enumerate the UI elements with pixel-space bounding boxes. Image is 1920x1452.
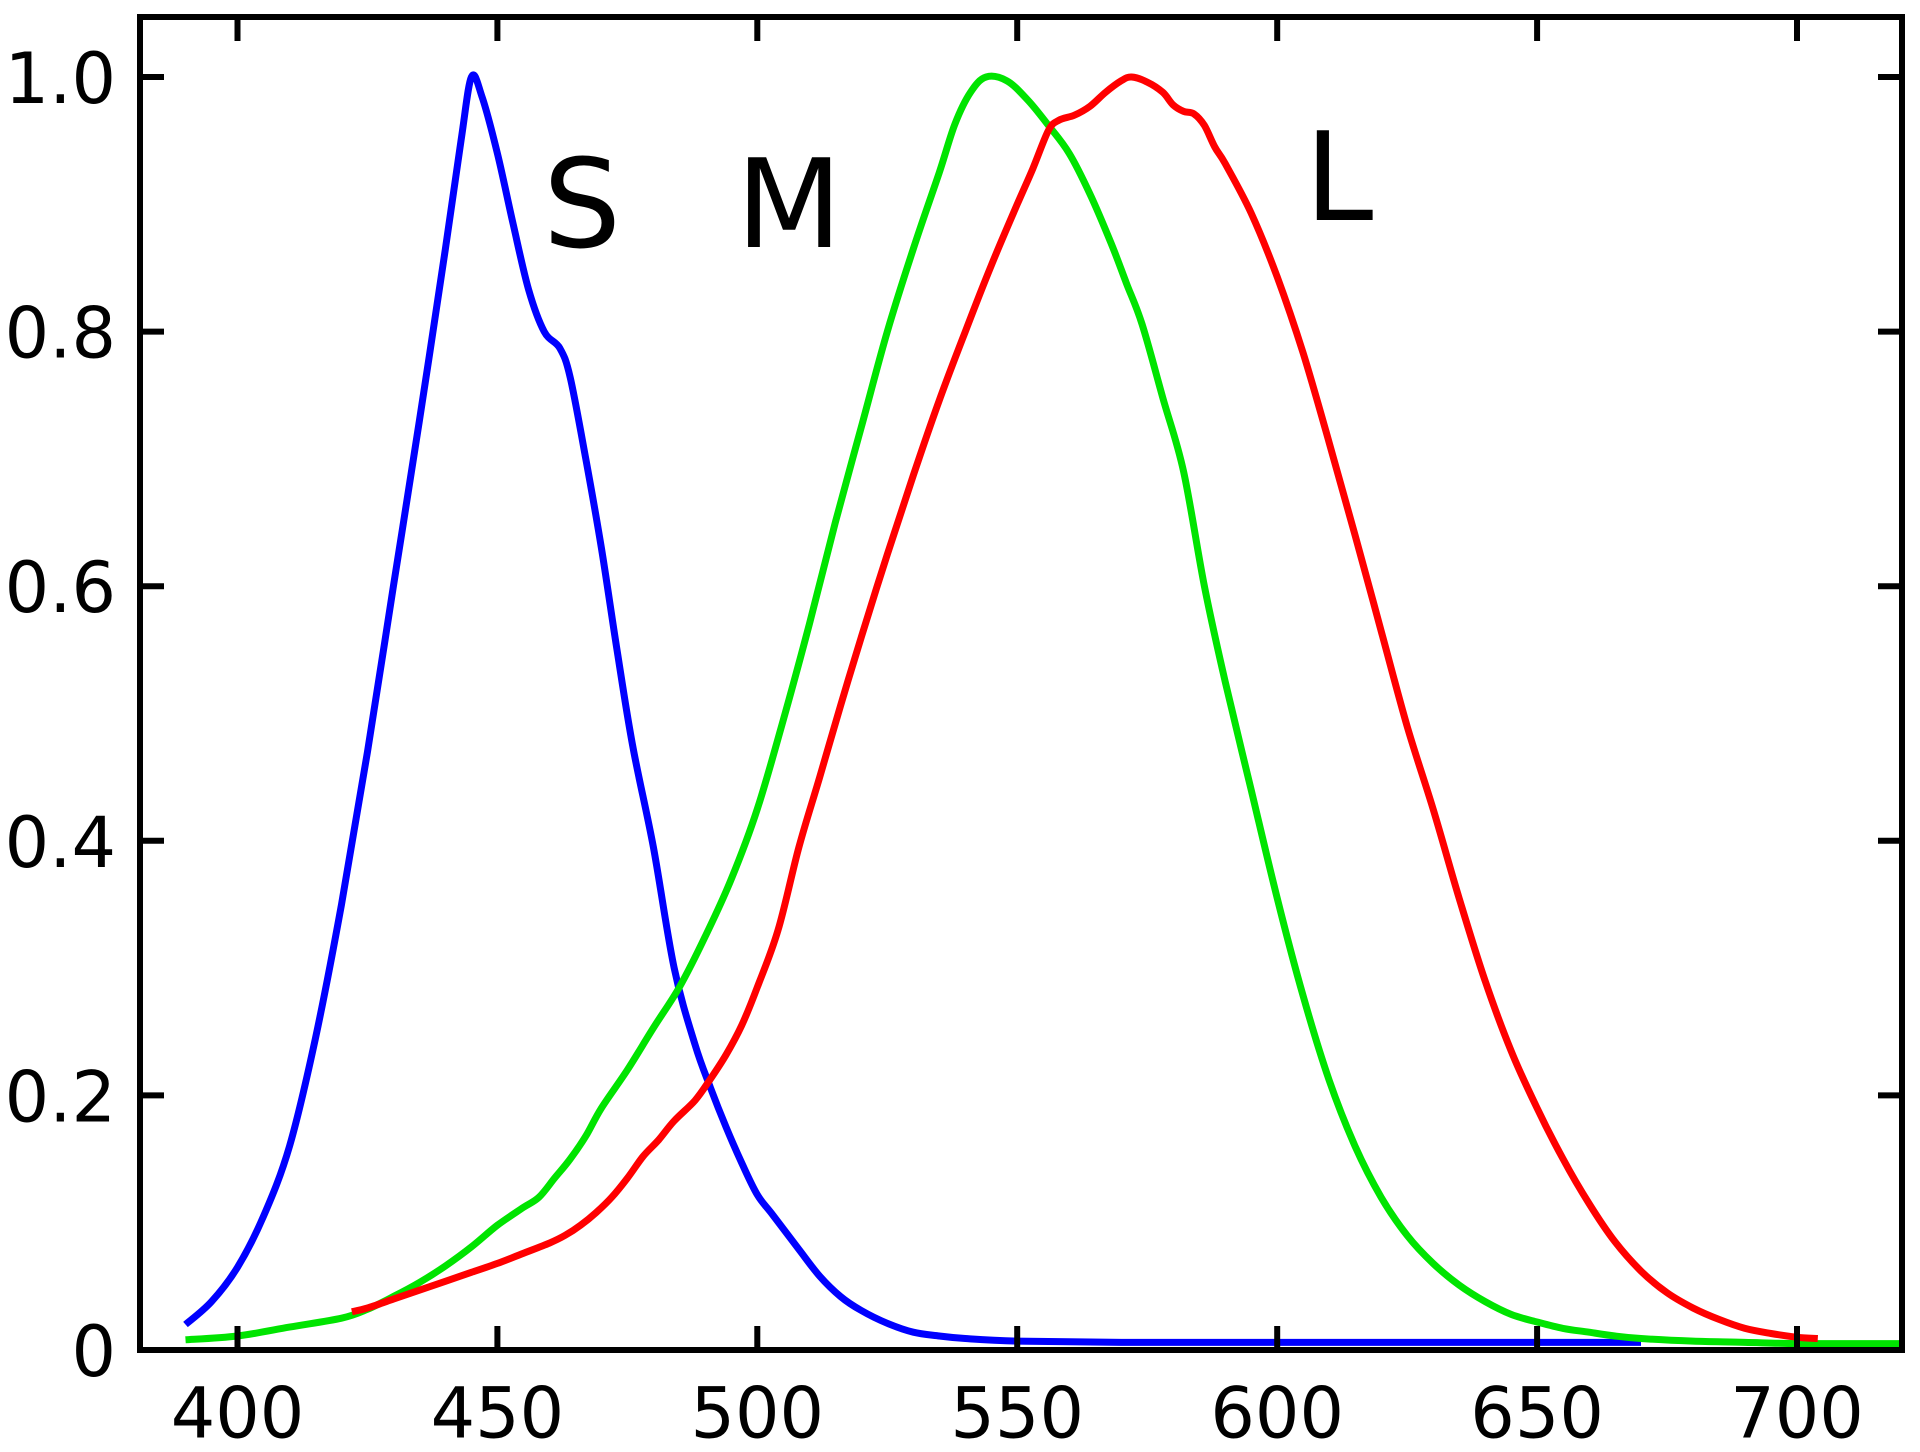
x-tick-label: 550 — [950, 1373, 1084, 1452]
x-tick-label: 600 — [1210, 1373, 1344, 1452]
axes-spines — [137, 14, 1905, 1353]
l-cone-curve — [351, 73, 1818, 1342]
cone-label-m: M — [736, 134, 842, 277]
y-tick-label: 0 — [71, 1311, 116, 1393]
s-cone-curve — [183, 71, 1641, 1346]
cone-label-l: L — [1305, 107, 1374, 250]
x-tick-label: 450 — [431, 1373, 565, 1452]
x-tick-label: 400 — [171, 1373, 305, 1452]
y-tick-label: 0.8 — [5, 293, 116, 375]
y-tick-labels: 0 0.2 0.4 0.6 0.8 1.0 — [5, 38, 116, 1393]
y-tick-label: 1.0 — [5, 38, 116, 120]
cone-label-s: S — [543, 134, 621, 277]
x-tick-labels: 400 450 500 550 600 650 700 — [171, 1373, 1864, 1452]
m-cone-curve — [185, 72, 1901, 1348]
axis-ticks-group — [140, 17, 1902, 1353]
y-tick-label: 0.6 — [5, 547, 116, 629]
y-tick-label: 0.4 — [5, 802, 116, 884]
x-tick-label: 500 — [690, 1373, 824, 1452]
x-tick-label: 700 — [1730, 1373, 1864, 1452]
y-tick-label: 0.2 — [5, 1056, 116, 1138]
curves-group — [183, 71, 1901, 1348]
axes-frame — [137, 14, 1905, 1353]
x-tick-label: 650 — [1470, 1373, 1604, 1452]
